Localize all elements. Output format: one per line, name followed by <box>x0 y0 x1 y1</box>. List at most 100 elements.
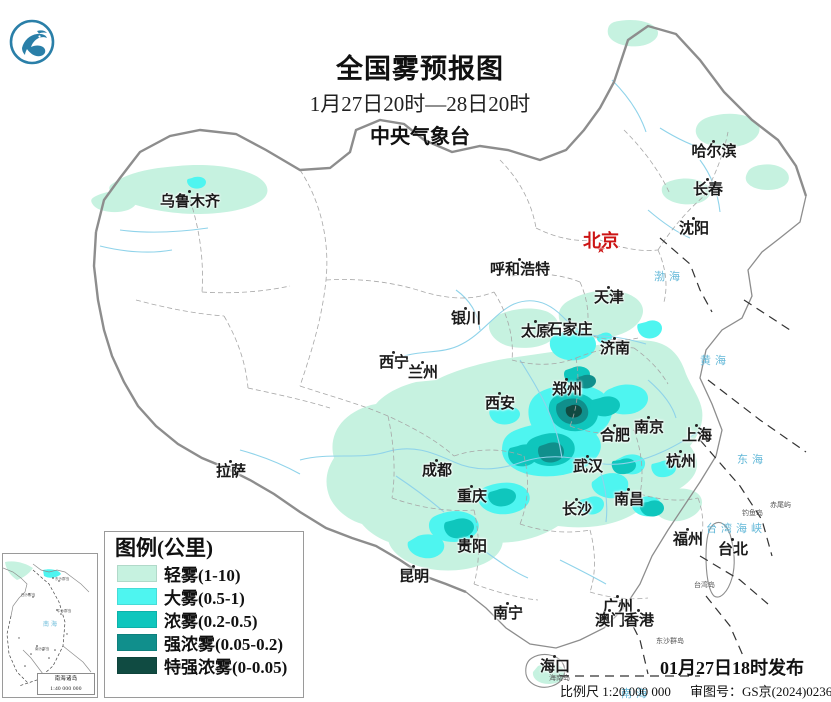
island-label: 海南岛 <box>549 674 570 682</box>
city-marker <box>412 565 415 568</box>
city-label: 天津 <box>594 290 625 306</box>
legend-item: 大雾(0.5-1) <box>117 585 297 608</box>
city-marker <box>706 178 709 181</box>
city-marker <box>679 450 682 453</box>
city-label: 贵阳 <box>457 539 488 555</box>
city-marker <box>506 602 509 605</box>
city-label: 沈阳 <box>679 221 710 237</box>
legend-color-swatch <box>117 565 157 583</box>
national-border-layer <box>92 24 808 594</box>
cma-dragon-logo-icon <box>9 19 55 65</box>
legend-item: 轻雾(1-10) <box>117 562 297 585</box>
city-marker <box>518 258 521 261</box>
legend-item-label: 特强浓雾(0-0.05) <box>164 658 288 678</box>
city-marker <box>608 609 611 612</box>
city-marker <box>607 286 610 289</box>
inset-label: 南沙群岛 <box>35 646 50 651</box>
inset-label: 东沙群岛 <box>55 576 70 581</box>
city-label: 澳门 <box>595 613 626 629</box>
city-label: 南宁 <box>493 606 524 622</box>
city-label: 重庆 <box>457 489 488 505</box>
city-label: 长沙 <box>562 502 593 518</box>
south-china-sea-inset-map: 南海 东沙群岛 西沙群岛 中沙群岛 南沙群岛 南海诸岛 1:40 000 000 <box>2 553 98 698</box>
city-label: 西宁 <box>379 355 410 371</box>
page-title: 全国雾预报图 <box>336 54 504 84</box>
city-label: 成都 <box>422 463 453 479</box>
legend-color-swatch <box>117 657 157 675</box>
city-label: 南京 <box>634 420 665 436</box>
city-label: 兰州 <box>408 365 439 381</box>
city-label: 南昌 <box>614 492 645 508</box>
city-marker <box>686 528 689 531</box>
city-marker <box>586 455 589 458</box>
city-label: 西安 <box>485 396 516 412</box>
rivers-layer <box>99 79 721 585</box>
island-label: 东沙群岛 <box>656 637 684 645</box>
capital-marker <box>596 245 606 259</box>
city-marker <box>188 190 191 193</box>
province-borders-layer <box>135 129 729 601</box>
city-marker <box>534 320 537 323</box>
city-marker <box>565 378 568 381</box>
legend-item-label: 强浓雾(0.05-0.2) <box>164 635 283 655</box>
city-marker <box>229 460 232 463</box>
release-time: 01月27日18时发布 <box>660 658 804 678</box>
city-label: 长春 <box>693 182 724 198</box>
city-label: 台北 <box>718 542 749 558</box>
city-label: 上海 <box>682 428 713 444</box>
city-marker <box>695 424 698 427</box>
city-label: 乌鲁木齐 <box>160 194 221 210</box>
city-marker <box>392 351 395 354</box>
city-label: 武汉 <box>573 459 604 475</box>
city-label: 银川 <box>451 311 482 327</box>
sea-label: 东海 <box>737 454 767 466</box>
city-label: 石家庄 <box>547 322 593 338</box>
maritime-boundary-layer <box>560 237 807 677</box>
approval-number: 审图号：GS京(2024)0236号 <box>690 684 831 699</box>
inset-name: 南海诸岛 <box>54 676 78 682</box>
legend-item: 强浓雾(0.05-0.2) <box>117 631 297 654</box>
legend-color-swatch <box>117 634 157 652</box>
city-marker <box>627 488 630 491</box>
city-label: 香港 <box>624 613 655 629</box>
city-label: 太原 <box>521 324 552 340</box>
legend-rows: 轻雾(1-10) 大雾(0.5-1) 浓雾(0.2-0.5) 强浓雾(0.05-0.2… <box>113 562 297 677</box>
city-marker <box>568 318 571 321</box>
legend-item-label: 浓雾(0.2-0.5) <box>164 612 258 632</box>
legend-item-label: 大雾(0.5-1) <box>164 589 245 609</box>
sea-label: 黄海 <box>700 355 730 367</box>
city-label: 郑州 <box>552 382 583 398</box>
legend-color-swatch <box>117 611 157 629</box>
city-marker <box>421 361 424 364</box>
city-marker <box>613 337 616 340</box>
inset-scale: 1:40 000 000 <box>50 686 82 693</box>
city-marker <box>435 459 438 462</box>
legend-item: 浓雾(0.2-0.5) <box>117 608 297 631</box>
city-marker <box>637 609 640 612</box>
map-scale: 比例尺 1:20 000 000 <box>560 684 671 699</box>
city-marker <box>616 595 619 598</box>
city-marker <box>470 485 473 488</box>
city-marker <box>575 498 578 501</box>
city-marker <box>470 535 473 538</box>
island-label: 钓鱼岛 <box>742 509 763 517</box>
island-label: 台湾岛 <box>694 581 715 589</box>
city-label: 拉萨 <box>216 464 247 480</box>
city-marker <box>498 392 501 395</box>
city-marker <box>731 538 734 541</box>
city-label: 福州 <box>673 532 704 548</box>
city-marker <box>647 416 650 419</box>
fog-layer-extreme-dense <box>565 404 582 418</box>
coastline-layer <box>465 195 807 649</box>
taiwan-island <box>705 521 735 598</box>
inset-label: 中沙群岛 <box>57 608 72 613</box>
inset-label: 南海 <box>43 620 59 628</box>
city-marker <box>712 140 715 143</box>
legend-panel: 图例(公里) 轻雾(1-10) 大雾(0.5-1) 浓雾(0.2-0.5) 强浓雾(0… <box>104 531 304 698</box>
city-label: 杭州 <box>666 454 697 470</box>
legend-item: 特强浓雾(0-0.05) <box>117 654 297 677</box>
legend-item-label: 轻雾(1-10) <box>164 566 241 586</box>
island-label: 赤尾屿 <box>770 501 791 509</box>
city-marker <box>613 424 616 427</box>
